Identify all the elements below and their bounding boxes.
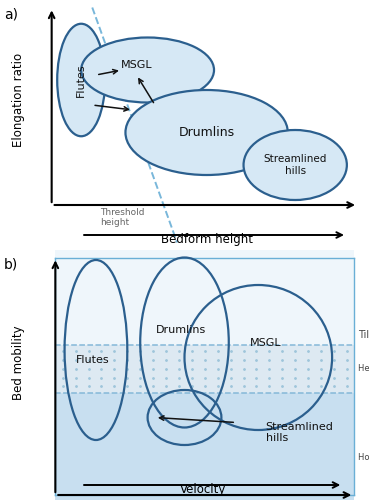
Text: Drumlins: Drumlins: [179, 126, 235, 139]
Bar: [55, 392, 354, 500]
Text: b): b): [4, 258, 18, 272]
Bar: [55, 345, 354, 393]
Text: a): a): [4, 8, 18, 22]
Text: Streamlined
hills: Streamlined hills: [263, 154, 327, 176]
Text: Heterogeneous bed: Heterogeneous bed: [358, 364, 369, 373]
Text: Elongation ratio: Elongation ratio: [12, 53, 25, 147]
Text: Till: Till: [358, 330, 369, 340]
Text: Velocity: Velocity: [180, 484, 226, 496]
Text: Flutes: Flutes: [75, 355, 109, 365]
Ellipse shape: [244, 130, 347, 200]
Text: Streamlined
hills: Streamlined hills: [266, 422, 334, 444]
Text: Threshold
height: Threshold height: [100, 208, 144, 227]
Ellipse shape: [57, 24, 105, 136]
Ellipse shape: [81, 38, 214, 102]
Text: MSGL: MSGL: [121, 60, 152, 70]
Text: Homogenous bedrock: Homogenous bedrock: [358, 452, 369, 462]
Ellipse shape: [125, 90, 288, 175]
Text: Drumlins: Drumlins: [156, 325, 206, 335]
Text: MSGL: MSGL: [250, 338, 282, 347]
Text: Bed mobility: Bed mobility: [12, 325, 25, 400]
Text: Flutes: Flutes: [76, 63, 86, 97]
Bar: [55, 250, 354, 345]
Text: Bedform height: Bedform height: [161, 234, 253, 246]
